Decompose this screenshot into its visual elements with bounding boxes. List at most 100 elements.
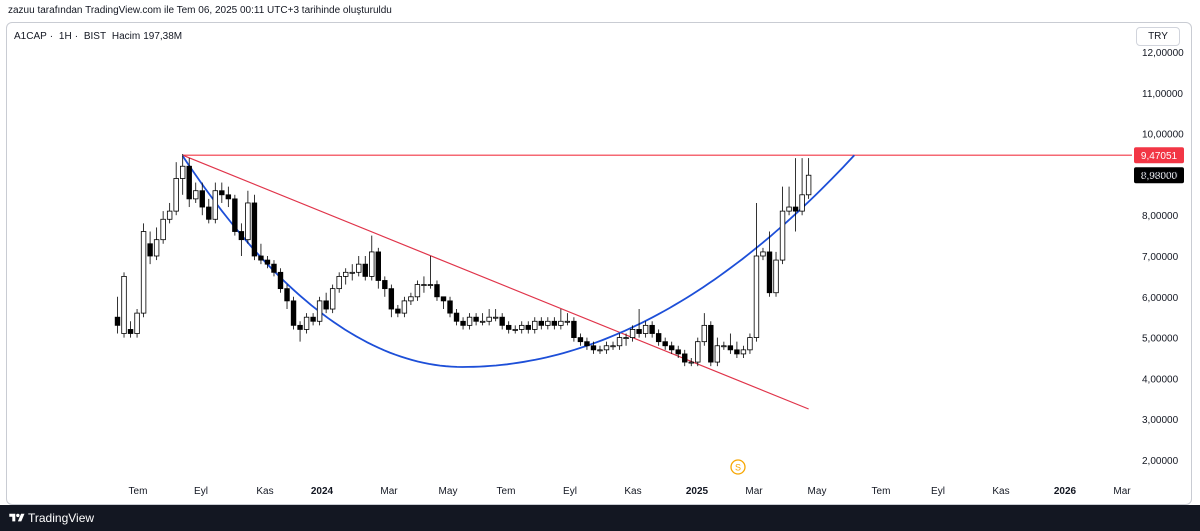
candle[interactable] [727, 333, 734, 354]
candle[interactable] [277, 268, 284, 293]
candle[interactable] [805, 158, 812, 199]
candle[interactable] [329, 284, 336, 314]
candle[interactable] [610, 341, 616, 350]
candle[interactable] [114, 296, 121, 334]
candle[interactable] [792, 158, 799, 232]
candle[interactable] [662, 337, 668, 350]
candle[interactable] [395, 304, 401, 318]
candle[interactable] [401, 296, 408, 318]
candle[interactable] [577, 333, 584, 346]
candle[interactable] [166, 202, 173, 224]
candle[interactable] [525, 321, 531, 334]
candle[interactable] [258, 243, 264, 265]
candle[interactable] [225, 186, 232, 208]
candle[interactable] [453, 309, 460, 326]
candle[interactable] [636, 309, 642, 338]
candle[interactable] [551, 317, 558, 330]
candle[interactable] [251, 194, 258, 261]
candle[interactable] [466, 313, 473, 330]
candle[interactable] [219, 182, 225, 203]
candle[interactable] [342, 268, 349, 285]
candle[interactable] [649, 321, 655, 338]
price-chart[interactable]: 9,47051 8,98000 S 2,00000 3,00000 4,00000 5,0… [0, 0, 1200, 505]
candle[interactable] [362, 256, 368, 281]
candle[interactable] [473, 313, 479, 326]
candle[interactable] [714, 337, 721, 367]
candle[interactable] [264, 256, 271, 269]
chart-frame[interactable] [6, 22, 1192, 505]
candle[interactable] [688, 358, 694, 367]
candle[interactable] [590, 341, 597, 354]
cup-curve[interactable] [181, 154, 855, 368]
candle[interactable] [682, 349, 688, 367]
event-marker-icon[interactable] [730, 459, 746, 475]
candle[interactable] [388, 284, 395, 318]
descending-trendline[interactable] [182, 154, 809, 410]
candle[interactable] [479, 313, 486, 326]
candle[interactable] [232, 194, 238, 236]
candle[interactable] [238, 223, 245, 256]
candle[interactable] [786, 186, 792, 216]
candle[interactable] [356, 256, 362, 277]
candle[interactable] [766, 231, 773, 297]
brand-name[interactable]: TradingView [28, 511, 95, 525]
candle[interactable] [369, 235, 375, 281]
candle[interactable] [127, 321, 134, 338]
candle[interactable] [186, 158, 192, 208]
candle[interactable] [179, 154, 186, 195]
candle[interactable] [297, 321, 303, 342]
candle[interactable] [427, 256, 434, 289]
candle[interactable] [408, 292, 414, 305]
candle[interactable] [316, 296, 323, 326]
candle[interactable] [519, 321, 525, 334]
candle[interactable] [160, 211, 166, 244]
candle[interactable] [271, 260, 277, 277]
candle[interactable] [616, 333, 623, 350]
candle[interactable] [212, 182, 218, 224]
candle[interactable] [623, 333, 629, 346]
candle[interactable] [310, 313, 316, 326]
candle[interactable] [505, 321, 512, 334]
candle[interactable] [597, 345, 603, 354]
candle[interactable] [499, 313, 505, 330]
candle[interactable] [421, 276, 427, 293]
candle[interactable] [564, 313, 571, 326]
candle[interactable] [440, 296, 447, 310]
candle[interactable] [434, 280, 440, 301]
candle[interactable] [747, 333, 753, 354]
candle[interactable] [571, 317, 577, 342]
candle[interactable] [375, 247, 381, 289]
candle[interactable] [290, 296, 297, 330]
candle[interactable] [675, 345, 681, 358]
candle[interactable] [799, 158, 805, 216]
event-marker-symbol[interactable]: S [735, 463, 741, 473]
tradingview-logo-icon[interactable] [8, 512, 26, 524]
candle[interactable] [336, 272, 342, 293]
candle[interactable] [721, 341, 727, 350]
candle[interactable] [603, 341, 610, 354]
symbol-name[interactable]: A1CAP [14, 31, 47, 42]
candle[interactable] [708, 321, 714, 367]
candle[interactable] [303, 313, 310, 334]
candle[interactable] [121, 272, 127, 338]
candle[interactable] [584, 337, 590, 350]
candle[interactable] [414, 280, 421, 301]
candle[interactable] [153, 227, 160, 261]
candle[interactable] [760, 247, 766, 261]
candle[interactable] [323, 292, 329, 314]
candle[interactable] [538, 317, 544, 330]
candle[interactable] [284, 284, 290, 310]
currency-button[interactable]: TRY [1136, 27, 1180, 46]
candle[interactable] [779, 186, 786, 265]
candle[interactable] [740, 345, 747, 358]
candle[interactable] [734, 341, 740, 358]
candle[interactable] [245, 190, 251, 244]
candle[interactable] [753, 202, 760, 342]
candle[interactable] [492, 309, 499, 322]
candle[interactable] [382, 276, 388, 297]
interval[interactable]: 1H [58, 31, 72, 42]
candle[interactable] [558, 309, 564, 330]
candle[interactable] [642, 321, 649, 338]
candle[interactable] [134, 309, 140, 338]
candle[interactable] [147, 231, 153, 265]
